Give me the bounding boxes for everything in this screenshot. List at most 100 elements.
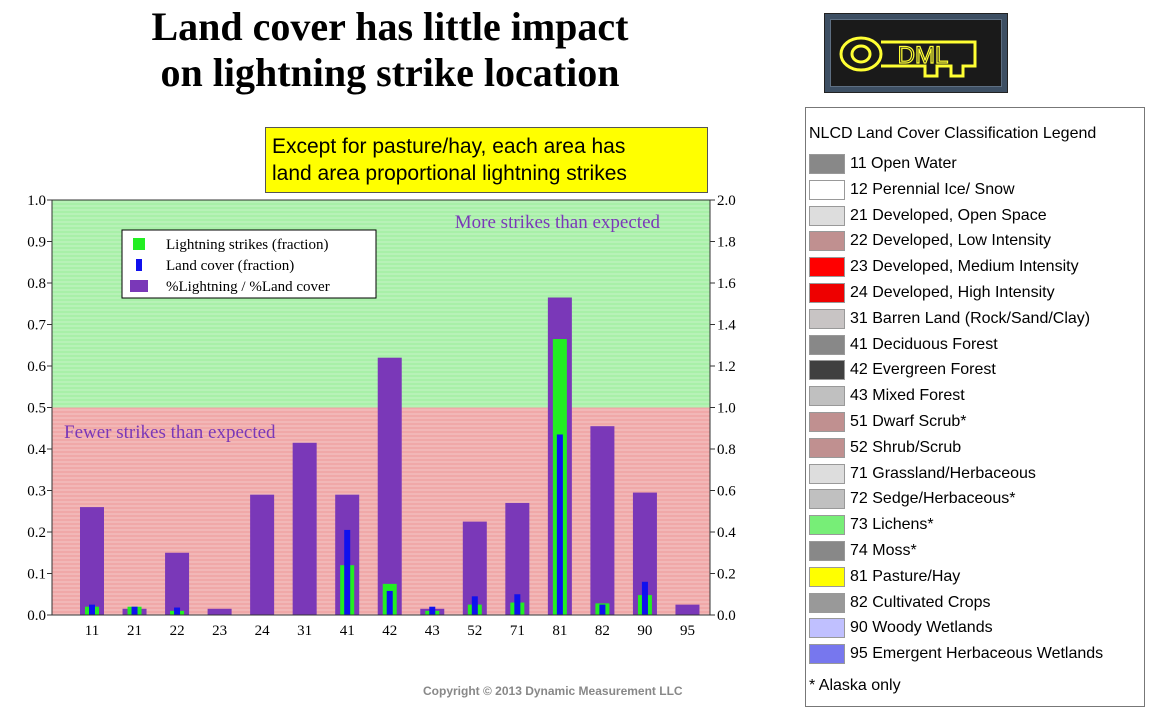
legend-item-label: 95 Emergent Herbaceous Wetlands: [850, 645, 1104, 663]
y-tick-label-left: 0.5: [27, 401, 46, 417]
landcover-bar: [471, 596, 478, 615]
y-tick-label-right: 1.8: [717, 235, 736, 251]
ratio-bar: [377, 357, 402, 615]
legend-item-label: 23 Developed, Medium Intensity: [850, 258, 1079, 276]
legend-item-label: 71 Grassland/Herbaceous: [850, 464, 1036, 482]
legend-swatch: [809, 257, 845, 278]
y-tick-label-left: 0.4: [27, 442, 46, 458]
y-tick-label-right: 0.4: [717, 525, 736, 541]
legend-swatch: [809, 541, 845, 561]
legend-swatch: [809, 566, 845, 587]
legend-item-label: 31 Barren Land (Rock/Sand/Clay): [850, 309, 1091, 327]
legend-swatch: [809, 489, 845, 510]
legend-item: 24 Developed, High Intensity: [809, 282, 1055, 304]
legend-title: NLCD Land Cover Classification Legend: [809, 125, 1097, 142]
landcover-bar: [344, 529, 351, 615]
y-tick-label-right: 1.0: [717, 401, 736, 417]
callout-line-1: Except for pasture/hay, each area has: [272, 135, 626, 158]
legend-item-label: 82 Cultivated Crops: [850, 593, 991, 611]
ratio-bar: [675, 604, 700, 615]
legend-item-label: 41 Deciduous Forest: [850, 335, 998, 353]
legend-item: 22 Developed, Low Intensity: [809, 230, 1051, 252]
x-tick-label: 71: [510, 623, 525, 639]
legend-item: 90 Woody Wetlands: [809, 617, 993, 639]
chart-legend-label: %Lightning / %Land cover: [166, 279, 330, 295]
chart-legend-swatch: [130, 280, 148, 292]
legend-swatch: [809, 386, 845, 407]
y-tick-label-left: 0.2: [27, 525, 46, 541]
x-tick-label: 95: [680, 623, 695, 639]
legend-swatch: [809, 334, 845, 355]
landcover-bar: [514, 594, 521, 615]
x-tick-label: 43: [425, 623, 440, 639]
legend-item-label: 73 Lichens*: [850, 516, 934, 534]
legend-item: 95 Emergent Herbaceous Wetlands: [809, 643, 1103, 665]
x-tick-label: 82: [595, 623, 610, 639]
legend-swatch: [809, 437, 845, 458]
legend-item-label: 90 Woody Wetlands: [850, 619, 993, 637]
landcover-bar: [386, 590, 393, 615]
legend-item: 73 Lichens*: [809, 514, 934, 536]
legend-item-label: 51 Dwarf Scrub*: [850, 413, 967, 430]
legend-swatch: [809, 360, 845, 381]
chart-legend-label: Lightning strikes (fraction): [166, 237, 328, 253]
legend-item: 11 Open Water: [809, 153, 957, 175]
y-tick-label-right: 1.4: [717, 318, 736, 334]
x-tick-label: 23: [212, 623, 227, 639]
landcover-bar: [429, 606, 436, 615]
landcover-bar: [89, 604, 95, 615]
legend-item: 21 Developed, Open Space: [809, 205, 1047, 227]
legend-swatch: [809, 231, 845, 252]
y-tick-label-right: 0.6: [717, 484, 736, 500]
legend-item-label: 81 Pasture/Hay: [850, 567, 961, 585]
y-tick-label-right: 1.2: [717, 359, 736, 375]
x-tick-label: 42: [382, 623, 397, 639]
legend-item-label: 21 Developed, Open Space: [850, 206, 1047, 224]
legend-item-label: 52 Shrub/Scrub: [850, 438, 962, 456]
y-tick-label-left: 0.7: [27, 318, 46, 334]
legend-item-label: 74 Moss*: [850, 542, 917, 559]
landcover-bar: [599, 604, 606, 615]
landcover-bar: [174, 607, 181, 615]
ratio-bar: [590, 426, 615, 615]
legend-item: 43 Mixed Forest: [809, 385, 965, 407]
legend-item: 82 Cultivated Crops: [809, 592, 991, 614]
ratio-bar: [80, 507, 104, 615]
title-line-1: Land cover has little impact: [151, 4, 629, 49]
y-tick-label-left: 0.1: [27, 567, 46, 583]
legend-item-label: 11 Open Water: [850, 155, 957, 172]
y-tick-label-right: 1.6: [717, 276, 736, 292]
x-tick-label: 31: [297, 623, 312, 639]
x-tick-label: 90: [637, 623, 652, 639]
y-tick-label-left: 0.6: [27, 359, 46, 375]
legend-swatch: [809, 644, 845, 665]
x-tick-label: 21: [127, 623, 142, 639]
landcover-bar: [641, 581, 648, 615]
company-logo: DML: [824, 13, 1008, 93]
legend-swatch: [809, 205, 845, 226]
slide-title: Land cover has little impact on lightnin…: [40, 4, 740, 96]
callout-box: Except for pasture/hay, each area has la…: [265, 127, 708, 193]
y-tick-label-left: 0.8: [27, 276, 46, 292]
y-tick-label-right: 0.2: [717, 567, 736, 583]
region-label-above: More strikes than expected: [455, 212, 661, 233]
legend-swatch: [809, 154, 845, 174]
legend-item-label: 22 Developed, Low Intensity: [850, 232, 1052, 250]
x-tick-label: 24: [255, 623, 271, 639]
legend-swatch: [809, 592, 845, 613]
legend-swatch: [809, 412, 845, 432]
ratio-bar: [207, 608, 232, 615]
legend-item: 74 Moss*: [809, 540, 917, 562]
y-tick-label-left: 0.9: [27, 235, 46, 251]
legend-note: * Alaska only: [809, 677, 901, 694]
x-tick-label: 81: [552, 623, 567, 639]
nlcd-legend: NLCD Land Cover Classification Legend 11…: [805, 107, 1145, 707]
y-tick-label-left: 0.3: [27, 484, 46, 500]
legend-item-label: 72 Sedge/Herbaceous*: [850, 490, 1016, 508]
legend-item-label: 42 Evergreen Forest: [850, 361, 996, 379]
copyright-text: Copyright © 2013 Dynamic Measurement LLC: [423, 684, 683, 698]
ratio-bar: [165, 552, 190, 615]
legend-item-label: 43 Mixed Forest: [850, 387, 965, 405]
chart-legend: [121, 229, 377, 299]
title-line-2: on lightning strike location: [160, 50, 620, 95]
